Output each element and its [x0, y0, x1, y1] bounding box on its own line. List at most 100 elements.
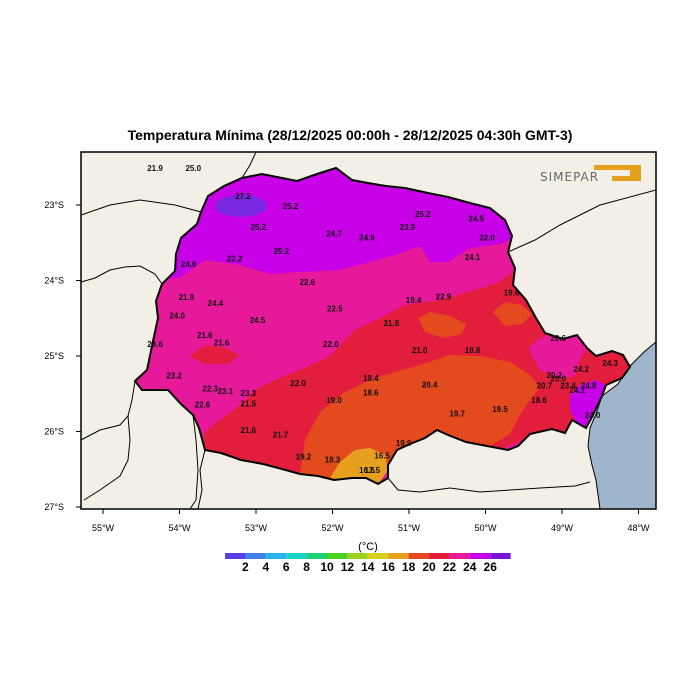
station-value: 19.7 — [449, 409, 465, 418]
station-value: 24.6 — [181, 260, 197, 269]
colorbar-label: 18 — [402, 560, 416, 574]
station-value: 18.3 — [325, 455, 341, 464]
colorbar-cell — [490, 553, 511, 559]
lon-tick-label: 50°W — [474, 523, 497, 533]
station-value: 19.4 — [406, 296, 422, 305]
colorbar: (°C) 2 4 6 8 10 12 14 16 18 20 22 24 26 — [225, 541, 511, 574]
station-value: 18.6 — [363, 388, 379, 397]
lon-tick-label: 53°W — [245, 523, 268, 533]
station-value: 21.6 — [214, 338, 230, 347]
station-value: 22.2 — [227, 255, 243, 264]
station-value: 23.1 — [218, 387, 234, 396]
station-value: 22.6 — [299, 278, 315, 287]
station-value: 19.6 — [504, 289, 520, 298]
colorbar-label: 24 — [463, 560, 477, 574]
station-value: 20.0 — [550, 375, 566, 384]
colorbar-unit: (°C) — [358, 541, 378, 553]
colorbar-cell — [469, 553, 491, 559]
station-value: 22.3 — [202, 384, 218, 393]
colorbar-cell — [388, 553, 409, 559]
station-value: 18.8 — [465, 346, 481, 355]
station-value: 25.2 — [251, 223, 267, 232]
station-value: 21.6 — [197, 331, 213, 340]
station-value: 24.5 — [469, 215, 485, 224]
station-value: 22.5 — [327, 304, 343, 313]
station-value: 25.2 — [283, 202, 299, 211]
station-value: 21.6 — [241, 426, 257, 435]
colorbar-label: 6 — [283, 560, 290, 574]
colorbar-cell — [429, 553, 450, 559]
station-value: 24.8 — [581, 381, 597, 390]
colorbar-label: 12 — [341, 560, 355, 574]
lat-tick-label: 23°S — [44, 200, 64, 210]
station-value: 20.2 — [547, 371, 563, 380]
station-value: 21.9 — [179, 293, 195, 302]
colorbar-cell — [347, 553, 368, 559]
colorbar-cell — [286, 553, 307, 559]
station-value: 23.9 — [400, 223, 416, 232]
colorbar-cell — [449, 553, 470, 559]
simepar-logo: SIMEPAR — [540, 165, 641, 184]
station-value: 24.1 — [570, 386, 586, 395]
station-value: 21.0 — [412, 346, 428, 355]
lat-tick-label: 24°S — [44, 276, 64, 286]
lat-tick-label: 27°S — [44, 502, 64, 512]
station-value: 24.1 — [465, 253, 481, 262]
station-value: 25.2 — [273, 247, 289, 256]
station-value: 24.3 — [602, 359, 618, 368]
lat-tick-label: 26°S — [44, 427, 64, 437]
station-value: 21.7 — [273, 431, 289, 440]
colorbar-label: 20 — [422, 560, 436, 574]
station-value: 24.2 — [573, 365, 589, 374]
station-value: 17.5 — [364, 466, 380, 475]
station-value: 23.6 — [147, 340, 163, 349]
colorbar-label: 22 — [443, 560, 457, 574]
colorbar-cell — [306, 553, 327, 559]
colorbar-label: 4 — [262, 560, 269, 574]
lon-tick-label: 51°W — [398, 523, 421, 533]
latitude-axis: 23°S 24°S 25°S 26°S 27°S — [44, 200, 81, 512]
station-value: 23.2 — [166, 372, 182, 381]
station-value: 20.4 — [422, 381, 438, 390]
station-value: 25.2 — [415, 210, 431, 219]
station-value: 24.4 — [208, 299, 224, 308]
colorbar-label: 14 — [361, 560, 375, 574]
station-value: 22.9 — [436, 292, 452, 301]
colorbar-label: 26 — [484, 560, 498, 574]
station-value: 24.7 — [326, 230, 342, 239]
lon-tick-label: 52°W — [321, 523, 344, 533]
colorbar-cell — [265, 553, 287, 559]
station-value: 22.6 — [195, 400, 211, 409]
colorbar-cell — [367, 553, 389, 559]
lon-tick-label: 54°W — [168, 523, 191, 533]
longitude-axis: 55°W 54°W 53°W 52°W 51°W 50°W 49°W 48°W — [92, 509, 650, 533]
lon-tick-label: 49°W — [551, 523, 574, 533]
map-title: Temperatura Mínima (28/12/2025 00:00h - … — [127, 127, 573, 143]
station-value: 27.2 — [235, 192, 251, 201]
station-value: 21.8 — [384, 319, 400, 328]
station-value: 24.0 — [585, 411, 601, 420]
station-value: 25.0 — [185, 164, 201, 173]
station-value: 21.9 — [147, 164, 163, 173]
colorbar-cell — [245, 553, 266, 559]
lon-tick-label: 48°W — [627, 523, 650, 533]
station-value: 20.6 — [550, 334, 566, 343]
station-value: 18.6 — [531, 396, 547, 405]
colorbar-label: 8 — [303, 560, 310, 574]
station-value: 23.4 — [560, 381, 576, 390]
station-value: 24.0 — [169, 311, 185, 320]
colorbar-label: 10 — [320, 560, 334, 574]
colorbar-cell — [225, 553, 246, 559]
station-value: 22.0 — [323, 340, 339, 349]
station-value: 22.0 — [290, 379, 306, 388]
colorbar-cell — [327, 553, 348, 559]
station-value: 19.5 — [492, 405, 508, 414]
station-value: 23.3 — [241, 389, 257, 398]
station-values: 21.9 25.0 27.2 25.2 25.2 24.5 25.2 24.7 24.9 23.9… — [147, 164, 618, 475]
station-value: 21.5 — [241, 400, 257, 409]
station-value: 22.0 — [479, 233, 495, 242]
station-value: 16.6 — [359, 466, 375, 475]
ocean-area — [588, 342, 656, 509]
political-boundaries — [81, 152, 656, 509]
